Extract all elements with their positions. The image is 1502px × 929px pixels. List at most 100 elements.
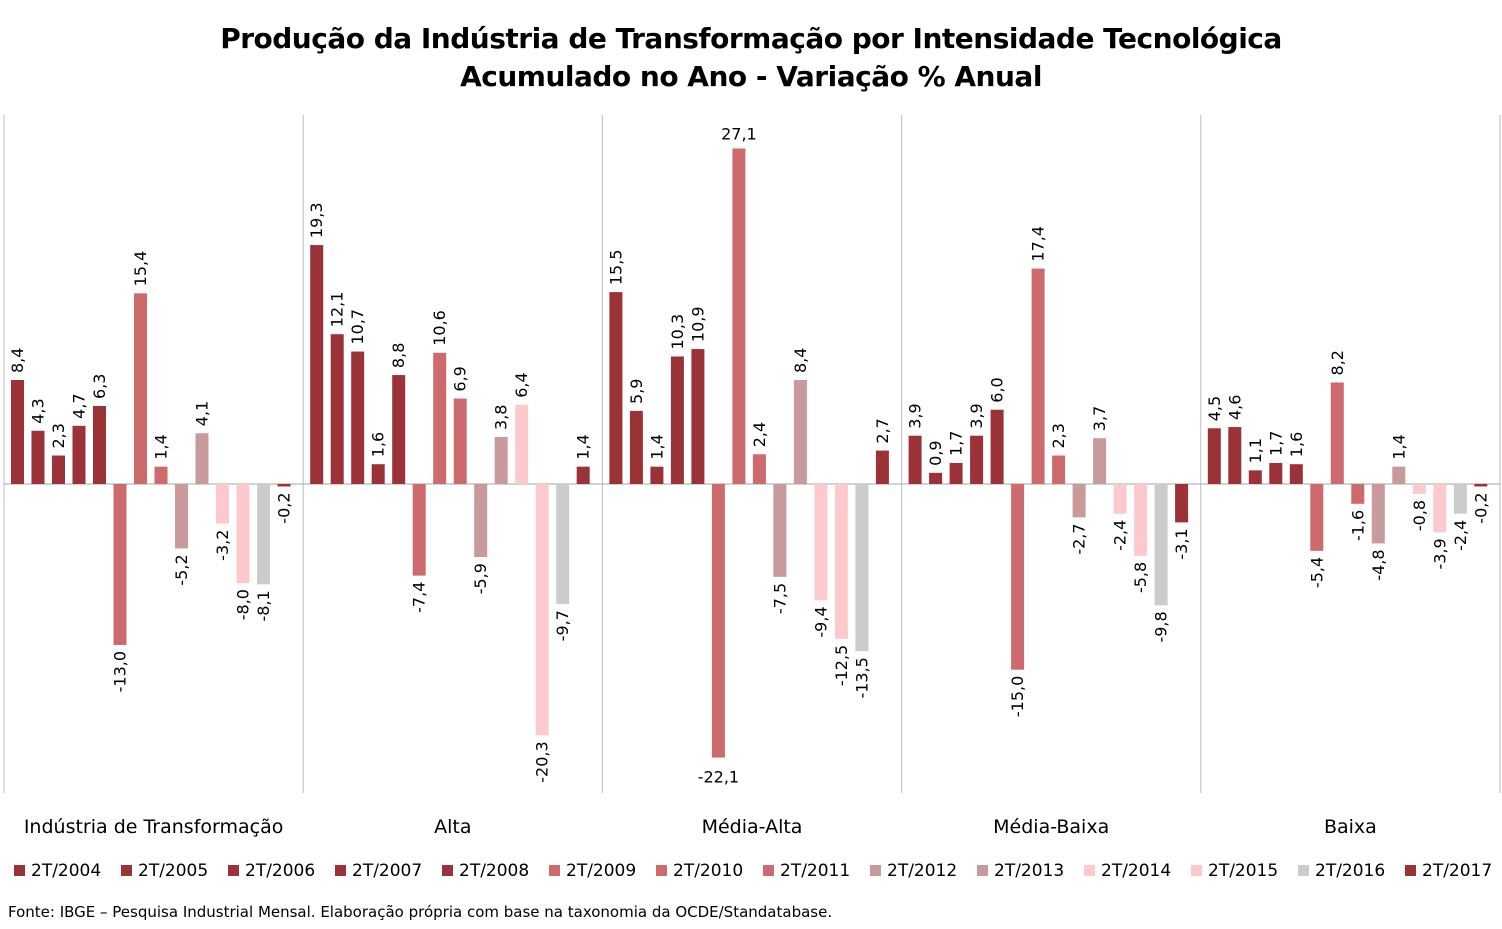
data-label: 1,1 [1246, 438, 1265, 463]
bar [576, 466, 590, 484]
data-label: 1,4 [152, 434, 171, 459]
data-label: 17,4 [1029, 226, 1048, 262]
data-label: 2,7 [873, 418, 892, 443]
data-label: -3,2 [213, 530, 232, 561]
bar [31, 430, 45, 484]
data-label: -13,0 [111, 651, 130, 692]
bar [277, 484, 291, 487]
data-label: 12,1 [328, 292, 347, 328]
data-label: 3,8 [492, 405, 511, 430]
bar [1248, 470, 1262, 484]
bar [855, 484, 869, 652]
data-label: 2,4 [750, 422, 769, 447]
bar [330, 334, 344, 484]
bar [494, 436, 508, 484]
bar [732, 148, 746, 484]
data-label: -7,5 [770, 583, 789, 614]
data-label: 6,0 [988, 377, 1007, 402]
legend-label: 2T/2010 [673, 861, 743, 881]
bar [970, 435, 984, 484]
bar [1433, 484, 1447, 533]
legend-swatch [442, 865, 453, 876]
data-label: -5,2 [172, 554, 191, 585]
bar [670, 356, 684, 484]
bar [1113, 484, 1127, 514]
legend-swatch [763, 865, 774, 876]
legend-label: 2T/2011 [780, 861, 850, 881]
data-label: 1,4 [1389, 434, 1408, 459]
bar [474, 484, 488, 558]
bar [814, 484, 828, 601]
data-label: -8,0 [234, 589, 253, 620]
bar [650, 466, 664, 484]
legend-swatch [335, 865, 346, 876]
data-label: 1,6 [1287, 432, 1306, 457]
legend-swatch [1405, 865, 1416, 876]
data-label: 10,3 [668, 314, 687, 350]
bar [1453, 484, 1467, 514]
data-label: -0,8 [1410, 500, 1429, 531]
bar [175, 484, 188, 549]
legend-swatch [14, 865, 25, 876]
data-label: 27,1 [721, 125, 757, 144]
bar [257, 484, 270, 585]
bar [453, 398, 467, 484]
bar [711, 484, 725, 758]
legend-label: 2T/2013 [994, 861, 1064, 881]
data-label: -13,5 [852, 657, 871, 698]
bar [752, 454, 766, 484]
bar [1310, 484, 1324, 551]
bar [351, 351, 365, 484]
bar [949, 462, 963, 484]
data-label: 4,3 [29, 398, 48, 423]
bar [310, 245, 324, 484]
data-label: -15,0 [1008, 676, 1027, 717]
legend-label: 2T/2016 [1315, 861, 1385, 881]
data-label: 6,9 [451, 366, 470, 391]
bar [93, 406, 106, 484]
data-label: 6,3 [90, 374, 109, 399]
legend-label: 2T/2006 [245, 861, 315, 881]
data-label: 1,4 [647, 434, 666, 459]
bar [236, 484, 250, 584]
data-label: 2,3 [1049, 423, 1068, 448]
bar [535, 484, 549, 736]
source-note: Fonte: IBGE – Pesquisa Industrial Mensal… [8, 903, 833, 921]
data-label: 19,3 [307, 202, 326, 238]
bar [1351, 484, 1365, 504]
data-label: 3,9 [906, 403, 925, 428]
data-label: 5,9 [627, 379, 646, 404]
legend-swatch [1084, 865, 1095, 876]
data-label: -7,4 [410, 582, 429, 613]
bar [371, 464, 385, 484]
bar [1031, 268, 1045, 484]
data-label: 10,6 [430, 310, 449, 346]
bar [1392, 466, 1406, 484]
legend-label: 2T/2008 [459, 861, 529, 881]
bar [433, 352, 447, 484]
bar [1330, 382, 1344, 484]
data-label: -8,1 [254, 590, 273, 621]
chart-title-block: Produção da Indústria de Transformação p… [0, 20, 1502, 96]
data-label: 10,7 [348, 309, 367, 345]
bar [1207, 428, 1221, 484]
bar [195, 433, 209, 484]
legend-label: 2T/2005 [138, 861, 208, 881]
bar [392, 375, 406, 484]
legend-label: 2T/2012 [887, 861, 957, 881]
legend-swatch [549, 865, 560, 876]
bar [134, 293, 147, 484]
legend-label: 2T/2015 [1208, 861, 1278, 881]
bar [1072, 484, 1086, 518]
bar [1412, 484, 1426, 494]
data-label: -5,9 [471, 563, 490, 594]
data-label: 4,6 [1225, 395, 1244, 420]
bar [1011, 484, 1025, 670]
data-label: 4,7 [70, 393, 89, 418]
data-label: 10,9 [688, 306, 707, 342]
data-label: -9,8 [1152, 611, 1171, 642]
data-label: -22,1 [698, 768, 739, 787]
data-label: -2,7 [1070, 523, 1089, 554]
data-label: -0,2 [1471, 492, 1490, 523]
bar [216, 484, 229, 524]
